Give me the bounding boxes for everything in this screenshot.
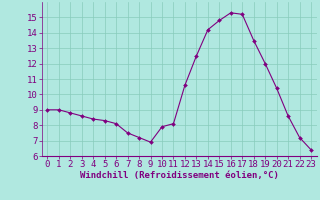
X-axis label: Windchill (Refroidissement éolien,°C): Windchill (Refroidissement éolien,°C) (80, 171, 279, 180)
